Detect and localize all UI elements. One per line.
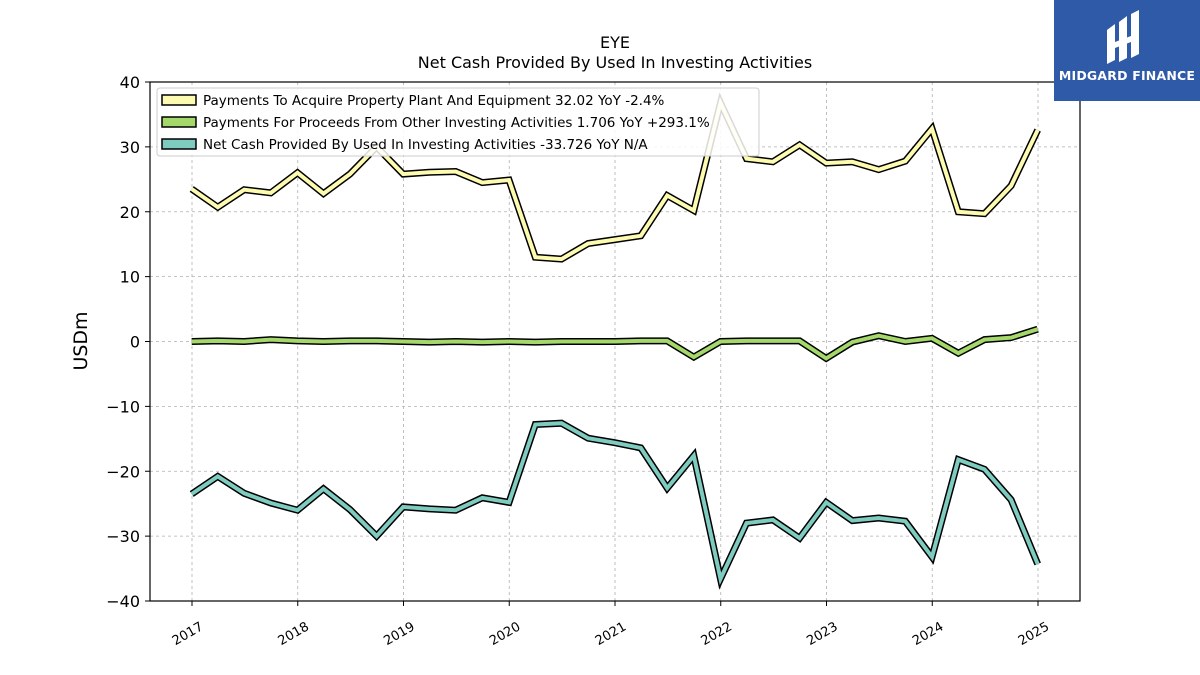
legend-entry-label: Payments To Acquire Property Plant And E…: [203, 93, 665, 109]
y-tick-label: 20: [120, 203, 140, 222]
legend-entry-label: Payments For Proceeds From Other Investi…: [203, 115, 710, 131]
y-tick-label: 40: [120, 73, 140, 92]
y-tick-label: 0: [130, 333, 140, 352]
series-stroke: [191, 327, 1039, 361]
x-tick-label: 2021: [593, 619, 629, 649]
series-line-1: [191, 325, 1039, 363]
x-tick-label: 2024: [910, 619, 946, 649]
x-tick-label: 2023: [804, 619, 840, 649]
y-axis-label: USDm: [70, 311, 92, 370]
legend: Payments To Acquire Property Plant And E…: [156, 87, 760, 157]
midgard-logo-icon: [1107, 10, 1139, 64]
series-lines: [189, 92, 1041, 590]
y-tick-label: −30: [106, 527, 140, 546]
y-tick-label: −20: [106, 462, 140, 481]
chart-subtitle: Net Cash Provided By Used In Investing A…: [418, 53, 812, 72]
brand-name: MIDGARD FINANCE: [1058, 68, 1196, 83]
series-stroke: [190, 96, 1040, 262]
x-tick-label: 2025: [1016, 619, 1052, 649]
y-tick-label: 30: [120, 138, 140, 157]
legend-swatch: [161, 138, 197, 150]
legend-box: [156, 87, 760, 157]
series-stroke: [190, 421, 1040, 586]
chart-title: EYE: [600, 33, 630, 52]
series-line-0: [189, 92, 1041, 263]
series-outline: [189, 419, 1041, 590]
x-tick-label: 2022: [699, 619, 735, 649]
y-tick-label: 10: [120, 268, 140, 287]
series-line-2: [189, 419, 1041, 590]
x-tick-label: 2017: [170, 619, 206, 649]
legend-entry-label: Net Cash Provided By Used In Investing A…: [203, 137, 648, 153]
x-tick-label: 2018: [276, 619, 312, 649]
legend-swatch: [161, 116, 197, 128]
y-tick-label: −10: [106, 397, 140, 416]
x-tick-label: 2020: [487, 619, 523, 649]
y-tick-label: −40: [106, 592, 140, 611]
x-tick-label: 2019: [381, 619, 417, 649]
brand-logo: MIDGARD FINANCE: [1054, 0, 1200, 101]
legend-swatch: [161, 94, 197, 106]
